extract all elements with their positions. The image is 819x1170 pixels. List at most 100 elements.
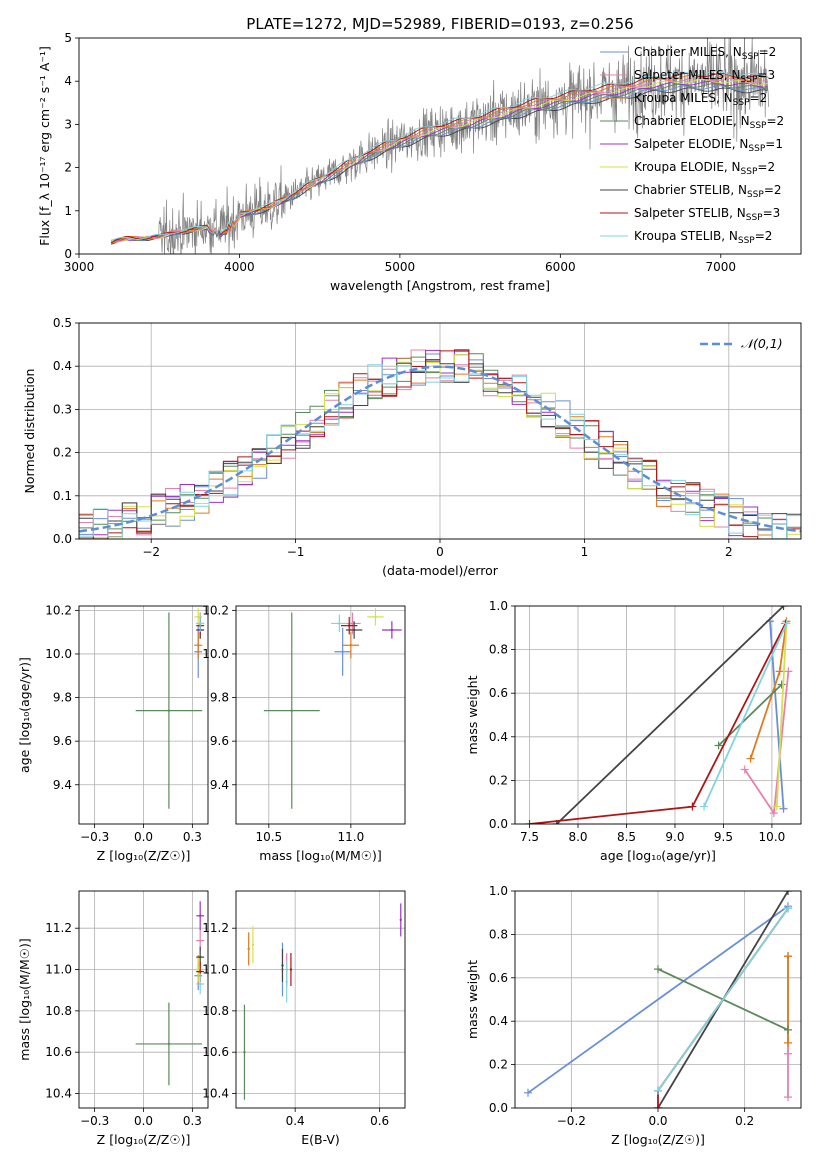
x-tick-label: 5000 xyxy=(385,260,416,274)
normal-reference-curve xyxy=(79,365,801,533)
data-point xyxy=(338,622,341,625)
data-point xyxy=(198,970,202,973)
data-point xyxy=(197,968,200,971)
y-tick-label: 10.4 xyxy=(45,1087,72,1101)
legend-label: Kroupa ELODIE, NSSP=2 xyxy=(634,160,775,177)
weight-series-line xyxy=(703,623,788,807)
x-tick-label: 4000 xyxy=(224,260,255,274)
histogram-series xyxy=(79,364,801,539)
weight-series-line xyxy=(556,606,785,824)
x-tick-label: −1 xyxy=(287,545,305,559)
plot-area xyxy=(135,608,205,809)
weight-marker xyxy=(777,680,786,689)
spectrum-legend: Chabrier MILES, NSSP=2 Salpeter MILES, NS… xyxy=(600,45,784,246)
weight-marker xyxy=(784,667,793,676)
y-tick-label: 0.8 xyxy=(489,927,508,941)
y-tick-label: 0.0 xyxy=(489,1101,508,1115)
x-tick-label: 0.4 xyxy=(286,1114,305,1128)
x-tick-label: −0.3 xyxy=(80,830,109,844)
y-tick-label: 11.0 xyxy=(202,963,229,977)
weight-series-line xyxy=(657,907,789,1092)
weight-marker xyxy=(654,1086,662,1095)
panel-mass_vs_Z: −0.3 0.0 0.3 10.4 10.6 10.8 11.0 11.2 Z [log₁₀(Z… xyxy=(17,890,209,1147)
weight-marker xyxy=(779,804,788,813)
weight-marker xyxy=(784,1038,792,1047)
axes-frame xyxy=(78,37,802,255)
y-tick-label: 0.0 xyxy=(53,532,72,546)
data-point xyxy=(349,644,353,647)
x-tick-label: 9.5 xyxy=(714,830,733,844)
weight-marker xyxy=(524,1088,532,1097)
y-tick-label: 10.2 xyxy=(45,603,72,617)
x-tick-label: 0.6 xyxy=(370,1114,389,1128)
axes-frame xyxy=(78,605,209,825)
data-point xyxy=(243,1051,246,1054)
weight-series-line xyxy=(775,623,788,807)
y-axis-label: Flux [f_λ 10⁻¹⁷ erg cm⁻² s⁻¹ A⁻¹] xyxy=(37,46,52,246)
weight-series-line xyxy=(769,621,785,809)
y-axis-label: mass weight xyxy=(465,675,480,754)
legend-label: Kroupa MILES, NSSP=2 xyxy=(634,91,767,108)
y-axis-label: mass weight xyxy=(465,960,480,1039)
weight-marker xyxy=(654,1104,662,1108)
weight-marker xyxy=(784,904,792,913)
data-point xyxy=(399,918,402,922)
data-point xyxy=(198,955,202,959)
y-tick-label: 0.4 xyxy=(489,730,508,744)
plot-area xyxy=(110,38,769,254)
y-tick-label: 10.6 xyxy=(202,1045,229,1059)
panel-mass_weight_vs_age: 7.5 8.0 8.5 9.0 9.5 10.0 0.0 0.2 0.4 0.6 0.8 1.0 age… xyxy=(465,599,802,863)
data-point xyxy=(290,709,293,712)
x-tick-label: 0.0 xyxy=(134,830,153,844)
plot-area xyxy=(525,606,793,824)
x-axis-label: mass [log₁₀(M/M☉)] xyxy=(259,848,381,863)
y-tick-label: 1 xyxy=(64,204,72,218)
y-axis-label: Normed distribution xyxy=(22,369,37,494)
plot-area xyxy=(135,901,205,1086)
x-axis-label: Z [log₁₀(Z/Z☉)] xyxy=(97,1132,191,1147)
x-tick-label: 10.0 xyxy=(759,830,786,844)
y-tick-label: 10.0 xyxy=(202,647,229,661)
weight-marker xyxy=(769,809,778,818)
panel-residual_histogram: −2 −1 0 1 2 0.0 0.1 0.2 0.3 0.4 0.5 (data-model)/er… xyxy=(22,316,802,578)
y-tick-label: 0.2 xyxy=(489,773,508,787)
data-point xyxy=(348,624,351,627)
legend-label: Chabrier ELODIE, NSSP=2 xyxy=(634,114,784,131)
legend-label: Chabrier MILES, NSSP=2 xyxy=(634,45,776,62)
x-axis-label: wavelength [Angstrom, rest frame] xyxy=(330,278,550,293)
x-tick-label: 8.0 xyxy=(568,830,587,844)
weight-marker xyxy=(525,820,534,824)
x-tick-label: 0.3 xyxy=(183,1114,202,1128)
weight-marker xyxy=(700,802,709,811)
x-tick-label: 0.0 xyxy=(648,1114,667,1128)
y-tick-label: 4 xyxy=(64,74,72,88)
y-tick-label: 10.8 xyxy=(45,1004,72,1018)
y-tick-label: 5 xyxy=(64,31,72,45)
x-tick-label: 0 xyxy=(436,545,444,559)
weight-marker xyxy=(784,952,792,961)
y-tick-label: 10.0 xyxy=(45,647,72,661)
y-tick-label: 0.3 xyxy=(53,402,72,416)
y-tick-label: 0.4 xyxy=(489,1014,508,1028)
weight-marker xyxy=(714,741,723,750)
y-tick-label: 0 xyxy=(64,247,72,261)
weight-marker xyxy=(654,965,662,974)
weight-marker xyxy=(775,667,784,676)
x-axis-label: Z [log₁₀(Z/Z☉)] xyxy=(611,1132,705,1147)
weight-marker xyxy=(779,606,788,610)
y-tick-label: 0.1 xyxy=(53,489,72,503)
data-point xyxy=(341,650,344,653)
axes-frame xyxy=(514,605,802,825)
plot-area xyxy=(243,903,402,1100)
y-tick-label: 0.4 xyxy=(53,359,72,373)
y-tick-label: 9.6 xyxy=(53,734,72,748)
y-tick-label: 2 xyxy=(64,161,72,175)
x-tick-label: 0.0 xyxy=(134,1114,153,1128)
figure-title: PLATE=1272, MJD=52989, FIBERID=0193, z=0… xyxy=(246,15,633,33)
weight-marker xyxy=(784,1093,792,1102)
data-point xyxy=(351,622,354,625)
x-axis-label: age [log₁₀(age/yr)] xyxy=(600,848,716,863)
x-tick-label: −0.3 xyxy=(80,1114,109,1128)
data-point xyxy=(197,615,200,619)
